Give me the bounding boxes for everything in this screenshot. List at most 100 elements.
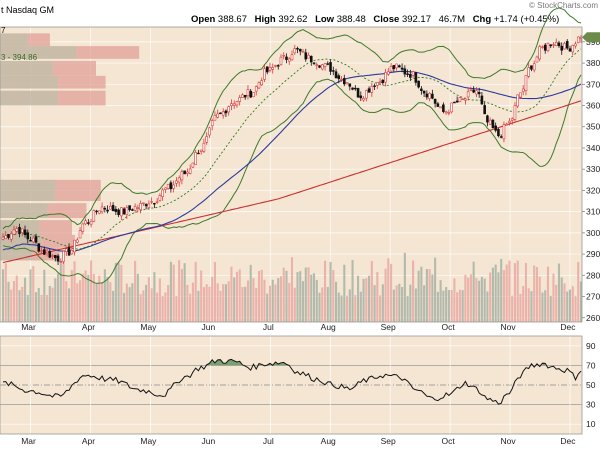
candle-body-down xyxy=(42,249,46,255)
candle-body-down xyxy=(29,239,32,242)
candle xyxy=(191,162,195,169)
candlesticks xyxy=(1,35,583,266)
candle xyxy=(400,63,404,73)
volume-bar xyxy=(153,272,156,322)
candle-body-up xyxy=(45,250,49,254)
candle-body-down xyxy=(265,66,269,73)
candle-body-up xyxy=(461,98,464,101)
candle-body-up xyxy=(51,255,54,257)
volume-bar xyxy=(469,274,472,322)
candle xyxy=(472,86,475,94)
candle-body-up xyxy=(254,86,258,92)
volume-bar xyxy=(79,280,82,322)
volume-bar xyxy=(508,260,511,322)
watermark: © StockCharts.com xyxy=(529,1,598,10)
month-label: Dec xyxy=(560,436,576,446)
candle-body-up xyxy=(524,75,528,92)
candle-body-up xyxy=(205,136,208,143)
candle-body-down xyxy=(436,103,440,107)
volume-bar xyxy=(522,285,525,322)
candle-body-up xyxy=(235,101,239,106)
candle xyxy=(304,48,308,62)
chg-label: Chg xyxy=(473,14,492,25)
candle xyxy=(279,54,283,66)
candle xyxy=(106,205,109,214)
volume-bar xyxy=(117,262,120,322)
volume-bar xyxy=(128,287,131,322)
chg-value: +1.74 (+0.45%) xyxy=(494,14,560,25)
volume-bar xyxy=(362,278,365,322)
candle xyxy=(197,149,200,155)
volume-bar xyxy=(326,287,329,322)
bollinger-upper xyxy=(2,7,582,230)
candle-body-up xyxy=(20,228,24,233)
candle-body-up xyxy=(65,248,68,252)
volume-bar xyxy=(483,278,486,322)
candle xyxy=(563,41,566,50)
candle-body-up xyxy=(136,207,140,209)
volume-bar xyxy=(505,264,508,322)
volume-bar xyxy=(299,271,302,322)
candle xyxy=(180,169,184,185)
volume-bar xyxy=(90,260,93,322)
candle-body-down xyxy=(117,209,120,216)
volume-bar xyxy=(249,264,252,322)
volume-bar xyxy=(524,262,527,322)
candle xyxy=(362,96,365,102)
candle-body-up xyxy=(175,180,178,184)
candle xyxy=(298,48,302,56)
candle xyxy=(516,94,519,109)
volume-bar xyxy=(175,295,178,322)
volume-bar xyxy=(447,290,450,322)
volume-bar xyxy=(45,294,49,322)
volume-bar xyxy=(513,263,516,322)
candle xyxy=(287,57,291,65)
candle xyxy=(510,117,514,125)
volume-bar xyxy=(150,288,153,322)
candle xyxy=(166,183,170,190)
vbp-bar-up xyxy=(76,46,140,59)
candle-body-up xyxy=(271,67,275,70)
candle xyxy=(505,122,508,126)
candle-body-up xyxy=(571,45,575,53)
candle-body-up xyxy=(1,236,5,240)
candle xyxy=(199,149,203,155)
candle-body-down xyxy=(337,75,341,80)
volume-bar xyxy=(453,278,456,322)
candle-body-up xyxy=(574,43,577,47)
volume-bar xyxy=(32,266,35,322)
volume-bar xyxy=(106,277,109,322)
candle-body-up xyxy=(370,86,374,93)
candle-body-up xyxy=(554,41,558,46)
rsi-series-line xyxy=(2,358,582,405)
candle xyxy=(172,180,175,193)
volume-bar xyxy=(114,262,117,322)
volume-bar xyxy=(434,257,437,322)
volume-bar xyxy=(478,280,481,322)
volume-bar xyxy=(417,270,420,322)
volume-bar xyxy=(467,277,470,322)
month-label: May xyxy=(140,322,157,332)
candle xyxy=(282,52,286,60)
volume-bar xyxy=(213,262,216,322)
candle xyxy=(417,80,420,89)
candle xyxy=(447,109,451,116)
volume-bar xyxy=(425,268,428,322)
volume-bar xyxy=(172,264,175,322)
candle-body-down xyxy=(183,170,186,175)
candle-body-up xyxy=(263,68,266,80)
candle-body-down xyxy=(348,83,352,87)
candle xyxy=(263,64,266,83)
candle xyxy=(464,97,467,105)
volume-bar xyxy=(189,293,192,322)
candle-body-down xyxy=(497,129,500,137)
candle-body-down xyxy=(494,125,497,131)
volume-bar xyxy=(346,295,349,322)
candle-body-up xyxy=(147,203,151,208)
candle xyxy=(320,63,324,71)
candle xyxy=(133,203,137,213)
last-price-marker xyxy=(582,32,600,43)
volume-bar xyxy=(527,288,530,322)
month-label: Nov xyxy=(500,322,516,332)
price-tick-label: 330 xyxy=(586,164,600,174)
